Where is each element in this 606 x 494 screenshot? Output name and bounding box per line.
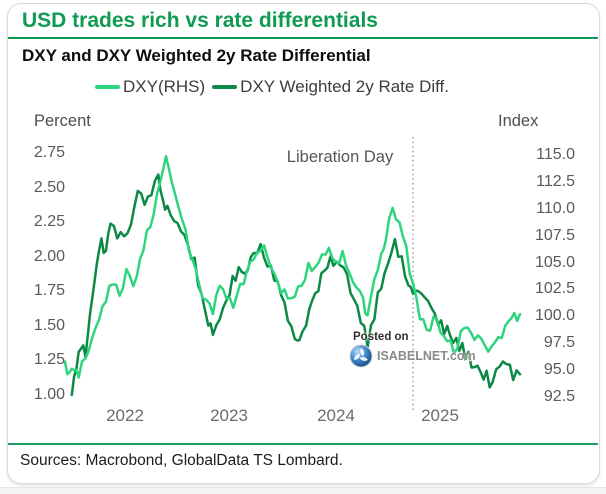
legend-swatch-dxy-icon — [95, 85, 120, 89]
tick-label: 1.50 — [33, 316, 65, 334]
next-card-edge — [0, 487, 606, 494]
isabelnet-globe-icon — [349, 344, 373, 368]
tick-label: 112.5 — [536, 172, 575, 190]
tick-label: 2.75 — [33, 144, 65, 161]
tick-label: 110.0 — [536, 199, 575, 217]
tick-label: 1.25 — [33, 351, 65, 369]
sources-text: Sources: Macrobond, GlobalData TS Lombar… — [20, 452, 343, 469]
tick-label: 100.0 — [534, 307, 575, 325]
tick-label: 2.50 — [33, 178, 65, 196]
legend-label-dxy: DXY(RHS) — [123, 77, 206, 96]
footer-separator — [8, 443, 598, 445]
right-axis-unit-label: Index — [498, 112, 539, 130]
legend: DXY(RHS) DXY Weighted 2y Rate Diff. — [95, 77, 449, 97]
tick-label: 95.0 — [543, 361, 575, 379]
legend-swatch-rate-diff-icon — [212, 85, 238, 89]
watermark: Posted on ISABELNET.com — [349, 331, 479, 368]
tick-label: 1.75 — [33, 282, 65, 300]
tick-label: 2024 — [317, 406, 355, 425]
page-title: USD trades rich vs rate differentials — [22, 9, 378, 32]
tick-label: 115.0 — [536, 146, 575, 163]
watermark-site: ISABELNET.com — [377, 349, 476, 363]
left-axis-unit-label: Percent — [34, 112, 91, 130]
legend-label-rate-diff: DXY Weighted 2y Rate Diff. — [240, 77, 450, 96]
tick-label: 2.25 — [33, 213, 65, 231]
tick-label: 97.5 — [543, 334, 575, 352]
tick-label: 2025 — [421, 406, 459, 425]
tick-label: 107.5 — [534, 226, 575, 244]
tick-label: 102.5 — [534, 280, 575, 298]
tick-label: 2023 — [210, 406, 248, 425]
tick-label: 92.5 — [543, 388, 575, 405]
tick-label: 105.0 — [534, 253, 575, 271]
watermark-prefix: Posted on — [353, 331, 409, 343]
tick-label: 1.00 — [33, 385, 65, 403]
legend-item-rate-diff: DXY Weighted 2y Rate Diff. — [212, 77, 449, 97]
liberation-day-annotation: Liberation Day — [286, 148, 394, 166]
title-underline — [8, 37, 598, 39]
tick-label: 2.00 — [33, 247, 65, 265]
tick-label: 2022 — [106, 406, 144, 425]
chart-title: DXY and DXY Weighted 2y Rate Differentia… — [22, 46, 371, 65]
legend-item-dxy: DXY(RHS) — [95, 77, 205, 97]
